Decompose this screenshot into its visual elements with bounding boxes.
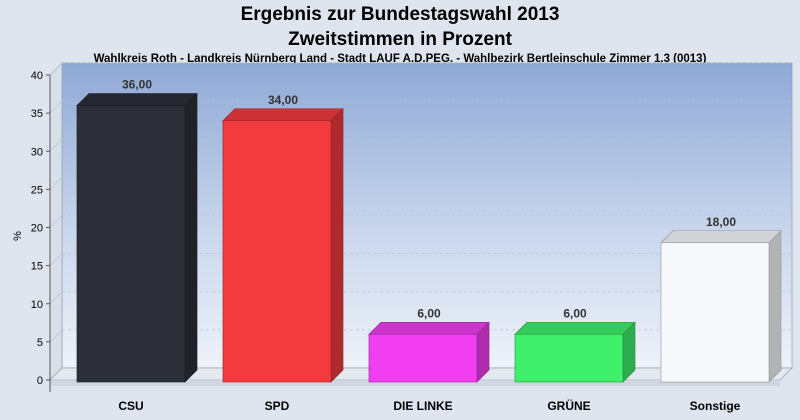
bar-top bbox=[222, 108, 344, 122]
bar-front bbox=[368, 333, 478, 383]
gridline-side bbox=[49, 215, 63, 228]
bar-front bbox=[222, 120, 332, 383]
plot-floor-edge bbox=[50, 380, 780, 386]
chart-title-line-2: Zweitstimmen in Prozent bbox=[288, 29, 512, 50]
y-tick-label: 40 bbox=[31, 70, 43, 82]
data-label: 36,00 bbox=[122, 78, 152, 92]
y-tick-label: 0 bbox=[37, 375, 43, 387]
bar-front bbox=[660, 242, 770, 383]
data-label: 34,00 bbox=[268, 93, 298, 107]
y-axis: 0 5 10 15 20 25 30 35 40 bbox=[31, 70, 51, 392]
gridline-side bbox=[49, 291, 63, 304]
gridline-side bbox=[49, 62, 63, 76]
gridline-side bbox=[49, 177, 63, 190]
bar-spd bbox=[222, 108, 344, 383]
gridline-side bbox=[49, 139, 63, 152]
x-tick-label: GRÜNE bbox=[547, 398, 590, 413]
y-tick-label: 25 bbox=[31, 184, 43, 196]
bar-sonstige bbox=[660, 230, 782, 383]
y-tick-label: 30 bbox=[31, 146, 43, 158]
bar-front bbox=[76, 105, 186, 383]
chart-title: Ergebnis zur Bundestagswahl 2013 bbox=[240, 4, 560, 25]
bar-front bbox=[514, 333, 624, 383]
y-tick-label: 35 bbox=[31, 108, 43, 120]
x-tick-label: Sonstige bbox=[690, 399, 741, 413]
x-tick-label: CSU bbox=[118, 399, 143, 413]
bar-csu bbox=[76, 92, 198, 383]
bar-top bbox=[76, 93, 198, 106]
bar-top bbox=[660, 230, 782, 244]
y-axis-label: % bbox=[12, 231, 24, 241]
bar-grüne bbox=[514, 321, 636, 383]
gridline-side bbox=[49, 329, 63, 343]
bar-side bbox=[768, 230, 782, 383]
bar-top bbox=[368, 321, 490, 335]
bar-die-linke bbox=[368, 321, 490, 383]
gridline-side bbox=[49, 100, 63, 114]
bar-top bbox=[514, 321, 636, 335]
y-tick-label: 5 bbox=[37, 337, 43, 349]
data-label: 6,00 bbox=[417, 306, 441, 320]
bar-side bbox=[184, 92, 198, 383]
data-label: 6,00 bbox=[563, 306, 587, 320]
y-tick-label: 15 bbox=[31, 261, 43, 273]
y-tick-label: 20 bbox=[31, 223, 43, 235]
bars bbox=[76, 92, 782, 383]
gridline-side bbox=[49, 253, 63, 266]
data-label: 18,00 bbox=[706, 215, 736, 229]
chart-subtitle: Wahlkreis Roth - Landkreis Nürnberg Land… bbox=[93, 53, 707, 65]
labels: 36,00 CSU 34,00 SPD 6,00 DIE LINKE 6,00 GRÜNE 18… bbox=[118, 78, 740, 414]
x-tick-label: DIE LINKE bbox=[393, 399, 452, 413]
bar-side bbox=[330, 108, 344, 383]
x-tick-label: SPD bbox=[265, 399, 290, 413]
y-tick-label: 10 bbox=[31, 299, 43, 311]
